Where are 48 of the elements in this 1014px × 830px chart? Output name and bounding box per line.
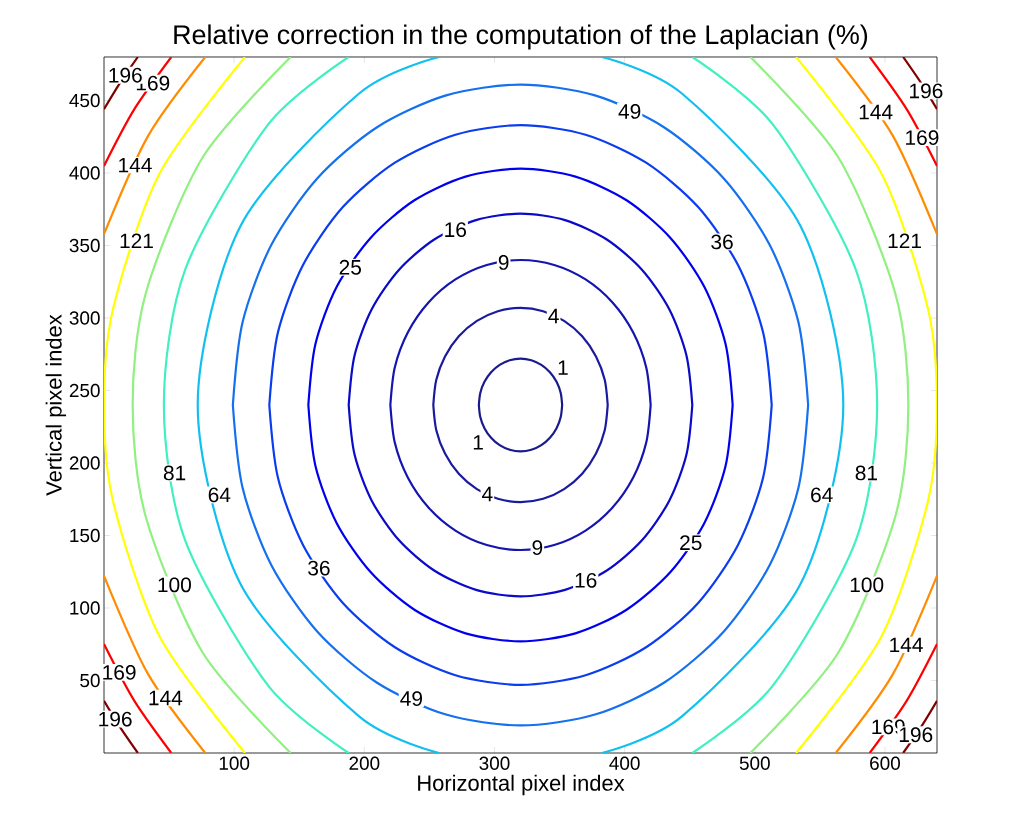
text: 4 (482, 486, 493, 502)
y-tick-label: 250 (69, 383, 100, 398)
series-label: 100 (850, 577, 884, 593)
y-tick-label: 150 (70, 528, 100, 543)
x-tick-label: 600 (870, 756, 900, 770)
text: 81 (855, 465, 878, 481)
y-tick-label: 300 (69, 311, 100, 325)
text: 49 (618, 104, 641, 119)
series-label: 4 (548, 308, 559, 324)
text: 196 (910, 83, 943, 99)
text: 169 (103, 664, 136, 680)
x-tick-label: 500 (739, 756, 770, 770)
x-tick-label: 100 (219, 756, 250, 770)
text: 64 (208, 487, 231, 503)
text: 144 (890, 637, 923, 653)
y-tick-label: 400 (69, 166, 100, 180)
y-tick-label: 200 (69, 456, 100, 470)
text: 9 (498, 255, 509, 270)
y-tick-label: 50 (80, 673, 100, 688)
text: 169 (906, 130, 939, 146)
y-axis-title: Vertical pixel index (45, 314, 67, 496)
series-label: 144 (859, 104, 893, 120)
text: 16 (575, 572, 597, 588)
x-tick-label: 200 (349, 756, 380, 770)
series-label: 64 (811, 487, 833, 503)
y-tick-label: 350 (69, 238, 100, 253)
y-tick-label: 100 (70, 601, 100, 615)
text: 144 (149, 690, 183, 706)
text: 121 (888, 233, 921, 249)
series-label: 81 (163, 465, 186, 481)
series-label: 49 (400, 691, 422, 706)
text: 36 (308, 560, 330, 576)
series-label: 121 (120, 233, 153, 249)
text: 25 (339, 259, 362, 275)
chart-title: Relative correction in the computation of the Laplacian (%) (174, 24, 868, 50)
series-label: 16 (445, 222, 467, 238)
series-label: 1 (473, 435, 483, 450)
series-label: 9 (532, 540, 543, 555)
text: 144 (119, 157, 152, 173)
text: 1 (558, 360, 568, 375)
x-tick-label: 300 (479, 756, 510, 770)
x-tick-label: 400 (609, 756, 640, 770)
text: 100 (158, 577, 191, 593)
x-axis-title: Horizontal pixel index (418, 774, 625, 796)
y-tick-label: 450 (69, 93, 100, 108)
series-label: 25 (680, 535, 702, 551)
series-label: 36 (711, 234, 733, 250)
text: 196 (99, 711, 132, 727)
